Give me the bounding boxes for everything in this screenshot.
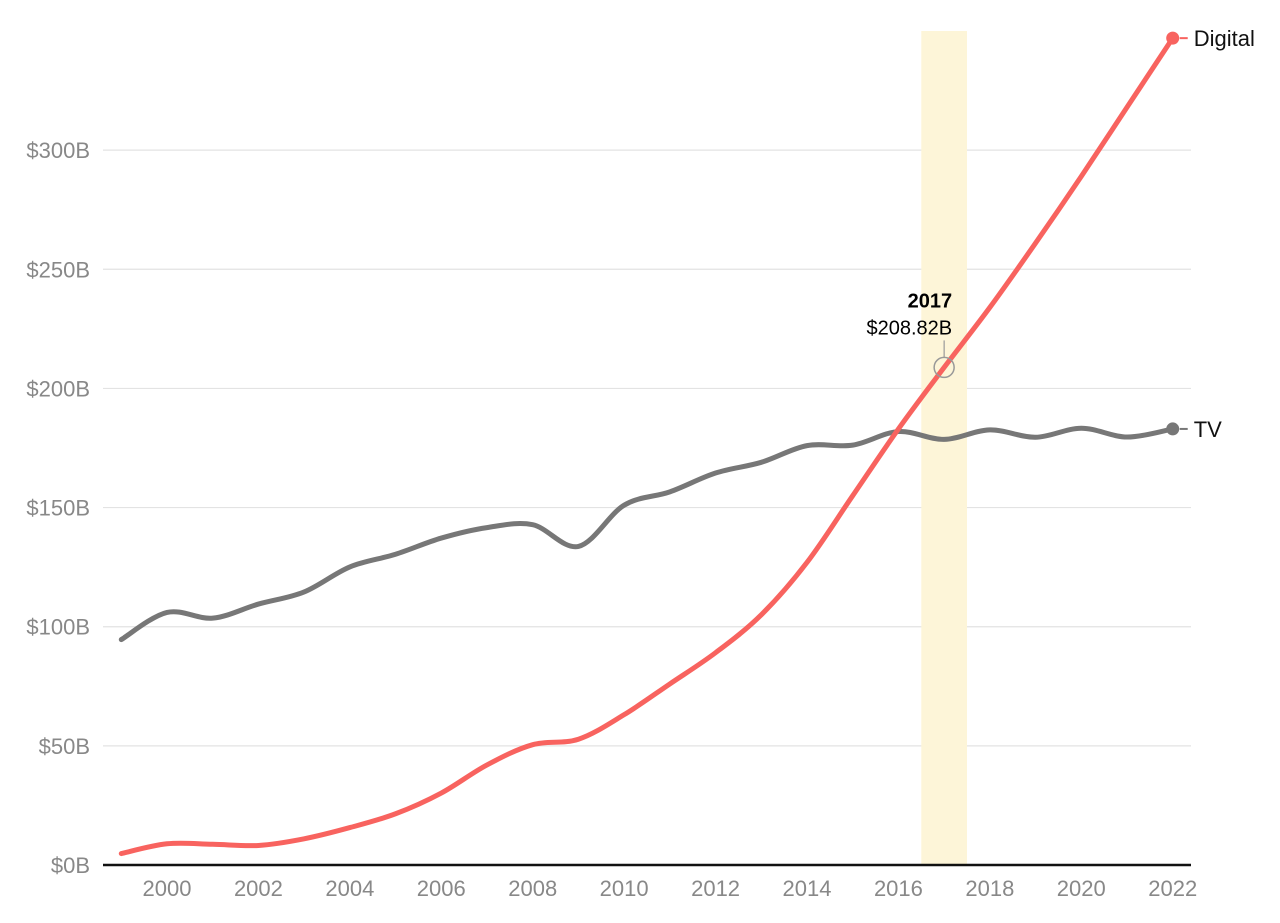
annotation-year: 2017 bbox=[908, 290, 953, 312]
annotation-value: $208.82B bbox=[867, 317, 953, 339]
y-tick-label: $50B bbox=[39, 734, 90, 759]
series-end-dot-digital bbox=[1166, 31, 1180, 45]
series-line-tv bbox=[118, 425, 1176, 643]
y-tick-label: $0B bbox=[51, 853, 90, 878]
y-tick-label: $300B bbox=[26, 138, 90, 163]
x-tick-label: 2004 bbox=[325, 876, 374, 901]
x-tick-label: 2008 bbox=[508, 876, 557, 901]
x-tick-label: 2016 bbox=[874, 876, 923, 901]
y-tick-label: $100B bbox=[26, 615, 90, 640]
y-tick-label: $250B bbox=[26, 257, 90, 282]
x-tick-label: 2022 bbox=[1148, 876, 1197, 901]
annotation-point-marker bbox=[933, 356, 955, 379]
series-label-tv: TV bbox=[1194, 417, 1222, 442]
highlight-band bbox=[921, 31, 967, 865]
series-lines bbox=[118, 35, 1176, 857]
y-tick-label: $150B bbox=[26, 496, 90, 521]
y-axis-ticks: $0B $50B $100B $150B $200B $250B $300B bbox=[26, 138, 90, 878]
series-end-dot-tv bbox=[1166, 422, 1180, 436]
x-tick-label: 2000 bbox=[143, 876, 192, 901]
x-tick-label: 2010 bbox=[600, 876, 649, 901]
x-tick-label: 2006 bbox=[417, 876, 466, 901]
x-tick-label: 2014 bbox=[783, 876, 832, 901]
x-axis-ticks: 2000 2002 2004 2006 2008 2010 2012 2014 2016 2018… bbox=[143, 876, 1198, 901]
series-end-markers: TV Digital bbox=[1166, 26, 1255, 442]
gridlines bbox=[103, 149, 1191, 747]
x-tick-label: 2012 bbox=[691, 876, 740, 901]
x-tick-label: 2020 bbox=[1057, 876, 1106, 901]
series-line-digital bbox=[118, 35, 1176, 857]
x-tick-label: 2018 bbox=[965, 876, 1014, 901]
x-tick-label: 2002 bbox=[234, 876, 283, 901]
y-tick-label: $200B bbox=[26, 376, 90, 401]
highlight-annotation: 2017 $208.82B bbox=[867, 290, 955, 379]
series-label-digital: Digital bbox=[1194, 26, 1255, 51]
